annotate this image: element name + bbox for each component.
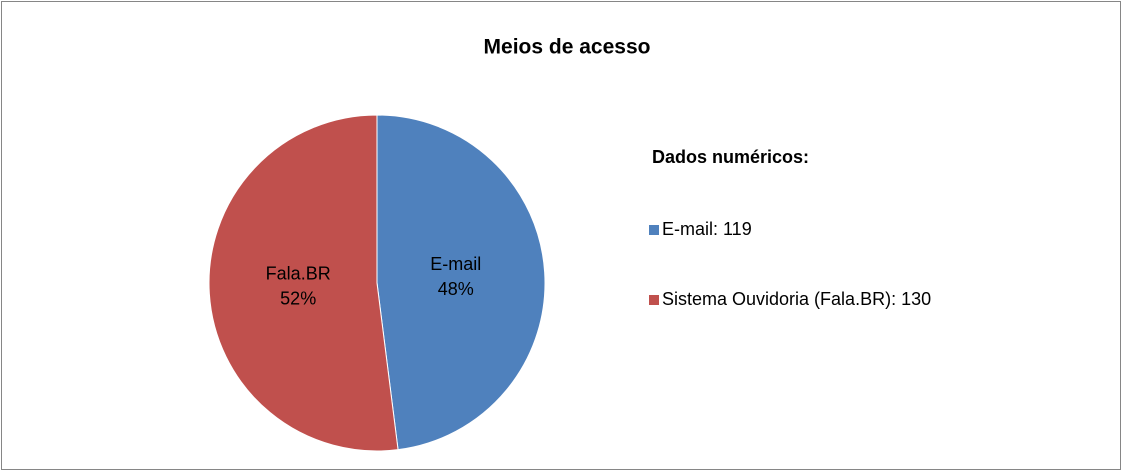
slice-category-label: Fala.BR	[266, 264, 331, 284]
pie-slice	[376, 114, 546, 451]
chart-title: Meios de acesso	[484, 36, 651, 59]
legend-marker	[649, 295, 659, 305]
legend-marker	[649, 225, 659, 235]
legend-entry: Sistema Ouvidoria (Fala.BR): 130	[662, 289, 931, 309]
legend-title: Dados numéricos:	[652, 147, 809, 167]
slice-value-label: 48%	[438, 279, 474, 299]
pie-slice	[208, 114, 399, 452]
slice-category-label: E-mail	[430, 254, 481, 274]
legend-entry: E-mail: 119	[662, 219, 752, 239]
slice-value-label: 52%	[280, 289, 316, 309]
